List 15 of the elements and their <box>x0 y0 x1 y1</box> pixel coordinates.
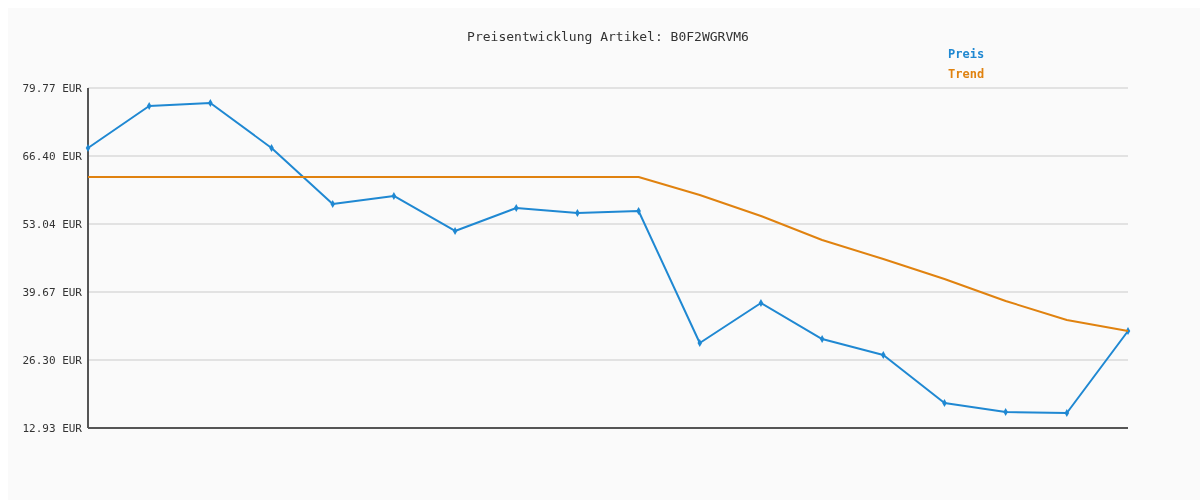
point <box>697 339 703 347</box>
chart-title: Preisentwicklung Artikel: B0F2WGRVM6 <box>467 29 749 44</box>
y-tick-label: 12.93 EUR <box>22 421 83 435</box>
y-tick-label: 79.77 EUR <box>22 81 83 95</box>
point <box>819 335 825 343</box>
y-tick-label: 39.67 EUR <box>22 285 83 299</box>
text: Preis <box>948 47 985 61</box>
text: Trend <box>948 67 985 81</box>
point <box>391 192 397 200</box>
point <box>1064 409 1070 417</box>
y-tick-label: 26.30 EUR <box>22 353 83 367</box>
point <box>146 102 152 110</box>
y-tick-label: 66.40 EUR <box>22 149 83 163</box>
y-tick-label: 53.04 EUR <box>22 217 83 231</box>
point <box>513 204 519 212</box>
